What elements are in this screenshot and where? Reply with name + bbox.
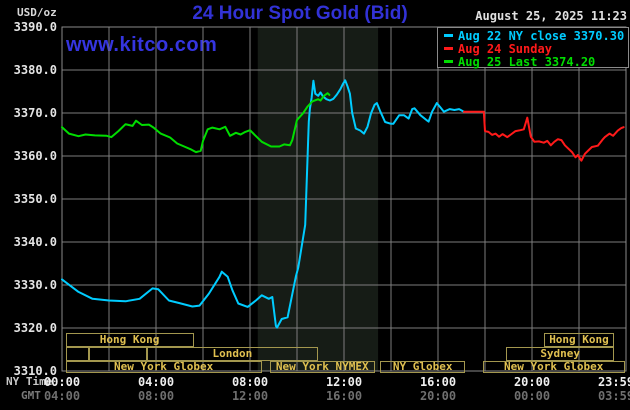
y-tick-label: 3340.0: [13, 235, 57, 249]
x-tick-label-gmt: 20:00: [419, 389, 457, 403]
legend-dash-icon: [444, 34, 453, 37]
legend-item-2: Aug 25 Last 3374.20: [438, 56, 628, 69]
x-tick-label-nytime: 16:00: [419, 375, 457, 389]
x-tick-label-nytime: 00:00: [43, 375, 81, 389]
y-tick-label: 3330.0: [13, 278, 57, 292]
legend-label: Aug 22 NY close 3370.30: [458, 29, 625, 43]
x-tick-label-gmt: 04:00: [43, 389, 81, 403]
x-tick-label-nytime: 12:00: [325, 375, 363, 389]
session-box: New York NYMEX: [269, 361, 375, 373]
y-axis-unit-label: USD/oz: [17, 6, 57, 19]
x-tick-label-gmt: 00:00: [513, 389, 551, 403]
x-tick-label-nytime: 20:00: [513, 375, 551, 389]
y-tick-label: 3350.0: [13, 192, 57, 206]
session-box: Hong Kong: [65, 333, 194, 347]
chart-title: 24 Hour Spot Gold (Bid): [192, 3, 408, 24]
session-box: [89, 347, 147, 361]
legend-dash-icon: [444, 47, 453, 50]
y-tick-label: 3380.0: [13, 63, 57, 77]
legend-label: Aug 24 Sunday: [458, 42, 552, 56]
y-tick-label: 3310.0: [13, 364, 57, 378]
session-box: Hong Kong: [543, 333, 615, 347]
x-tick-label-gmt: 12:00: [231, 389, 269, 403]
plot-border: [61, 26, 627, 372]
x-axis-row-label-ny-time: NY Time: [6, 375, 53, 388]
session-box: NY Globex: [380, 361, 466, 373]
legend-item-1: Aug 24 Sunday: [438, 43, 628, 56]
y-tick-label: 3360.0: [13, 149, 57, 163]
x-tick-label-nytime: 23:59: [597, 375, 630, 389]
session-box: [65, 347, 90, 361]
legend-dash-icon: [444, 60, 453, 63]
x-tick-label-nytime: 08:00: [231, 375, 269, 389]
x-tick-label-gmt: 16:00: [325, 389, 363, 403]
legend-box: Aug 22 NY close 3370.30 Aug 24 Sunday Aug …: [437, 27, 629, 68]
session-box: New York Globex: [65, 361, 262, 373]
x-tick-label-nytime: 04:00: [137, 375, 175, 389]
x-tick-label-gmt: 03:59: [597, 389, 630, 403]
y-tick-label: 3320.0: [13, 321, 57, 335]
session-box: Sydney: [506, 347, 615, 361]
session-box: New York Globex: [482, 361, 625, 373]
legend-item-0: Aug 22 NY close 3370.30: [438, 30, 628, 43]
chart-datetime: August 25, 2025 11:23: [475, 9, 627, 23]
price-line-1: [462, 110, 625, 162]
y-tick-label: 3370.0: [13, 106, 57, 120]
kitco-watermark-link: www.kitco.com: [66, 34, 218, 56]
price-line-2: [61, 92, 331, 154]
x-tick-label-gmt: 08:00: [137, 389, 175, 403]
x-axis-row-label-gmt: GMT: [21, 389, 41, 402]
session-box: London: [146, 347, 319, 361]
legend-label: Aug 25 Last 3374.20: [458, 55, 596, 69]
y-tick-label: 3390.0: [13, 20, 57, 34]
